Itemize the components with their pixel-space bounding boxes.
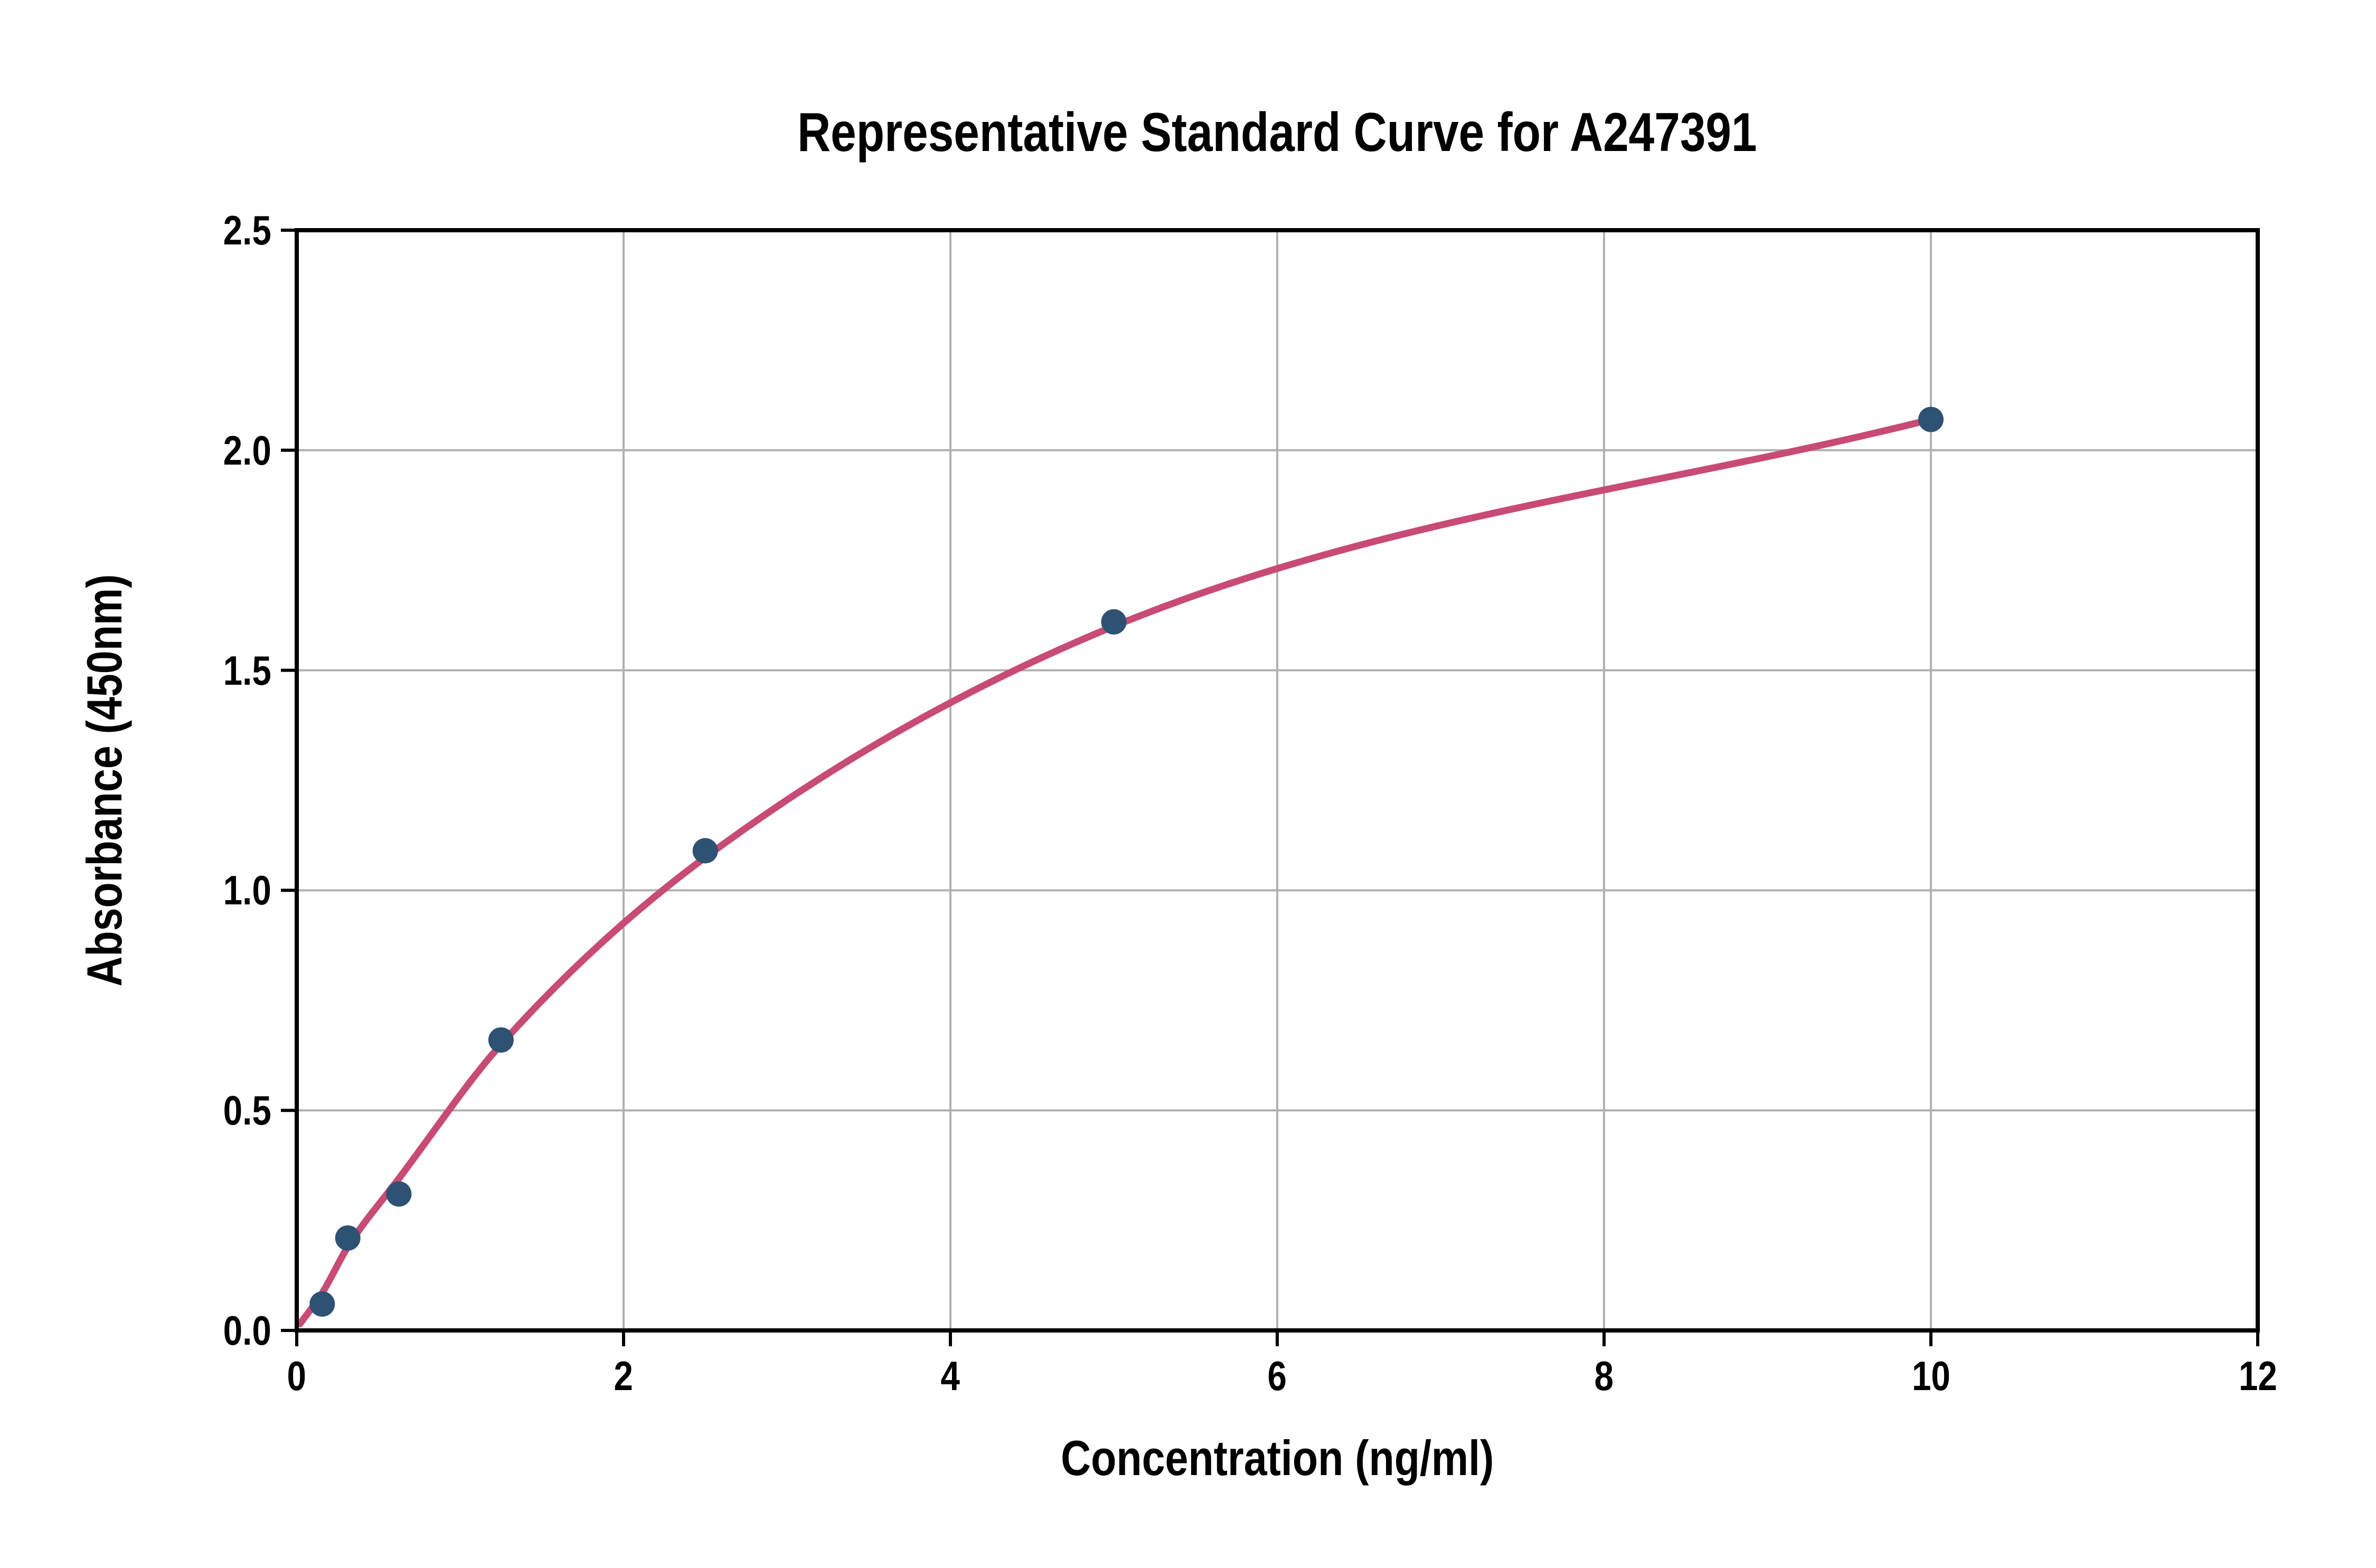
data-point — [309, 1291, 335, 1317]
y-tick-label: 0.5 — [223, 1087, 271, 1134]
x-tick-label: 12 — [2238, 1353, 2277, 1399]
x-tick-label: 0 — [287, 1353, 307, 1399]
x-tick-label: 4 — [940, 1353, 960, 1399]
data-point — [488, 1027, 514, 1053]
fit-curve — [296, 415, 1935, 1327]
y-axis-label: Absorbance (450nm) — [76, 411, 134, 1150]
data-point — [335, 1225, 361, 1251]
data-point — [692, 838, 718, 864]
chart-title: Representative Standard Curve for A24739… — [297, 101, 2258, 164]
y-tick-label: 1.0 — [223, 867, 271, 914]
data-point — [386, 1181, 412, 1207]
x-axis-label-text: Concentration (ng/ml) — [1060, 1430, 1494, 1486]
x-tick-label: 8 — [1594, 1353, 1614, 1399]
y-tick-label: 2.5 — [223, 207, 271, 253]
data-point — [1101, 609, 1127, 635]
chart-title-text: Representative Standard Curve for A24739… — [797, 102, 1757, 163]
y-tick-label: 0.0 — [223, 1307, 271, 1354]
data-point — [1918, 407, 1944, 432]
x-tick-label: 2 — [614, 1353, 634, 1399]
x-tick-label: 10 — [1911, 1353, 1950, 1399]
x-axis-label: Concentration (ng/ml) — [297, 1430, 2258, 1487]
y-axis-label-text: Absorbance (450nm) — [77, 574, 132, 987]
x-tick-label: 6 — [1267, 1353, 1287, 1399]
y-tick-label: 2.0 — [223, 427, 271, 474]
y-tick-label: 1.5 — [223, 647, 271, 694]
